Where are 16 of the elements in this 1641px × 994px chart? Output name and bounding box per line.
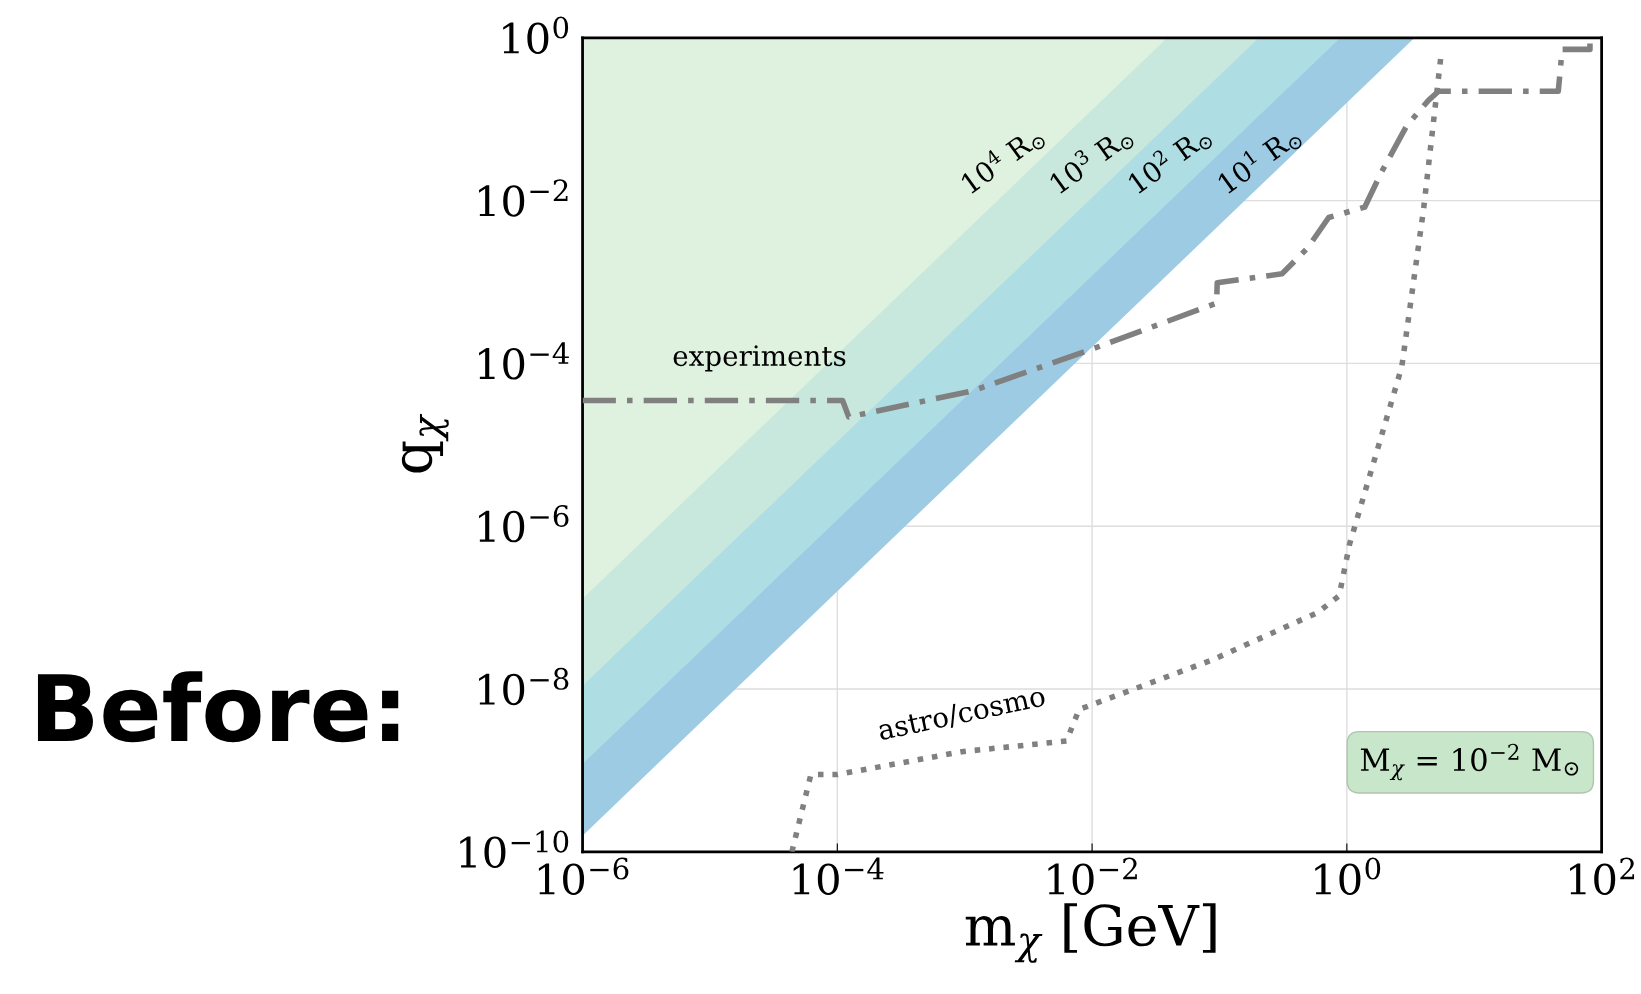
y-tick-label: 10$^{0}$ <box>503 16 569 54</box>
y-tick-label: 10$^{−8}$ <box>479 667 569 706</box>
annotation: experiments <box>673 345 846 372</box>
y-axis-title: q$_{χ}$ <box>401 413 449 473</box>
y-tick-label: 10$^{−4}$ <box>479 342 569 380</box>
x-tick-label: 10$^{0}$ <box>1315 857 1381 895</box>
y-tick-label: 10$^{−2}$ <box>479 179 568 217</box>
text: Before: <box>37 671 399 743</box>
y-tick-label: 10$^{−6}$ <box>479 504 569 543</box>
annotation: 10$^{1}$ R$_{⊙}$ <box>1214 121 1304 198</box>
annotation: M$_{χ}$ = 10$^{−2}$ M$_{⊙}$ <box>1360 743 1579 781</box>
annotation: 10$^{4}$ R$_{⊙}$ <box>957 121 1048 198</box>
x-tick-label: 10$^{2}$ <box>1570 857 1635 895</box>
x-tick-label: 10$^{−2}$ <box>1048 857 1137 895</box>
x-tick-label: 10$^{−4}$ <box>793 857 884 895</box>
x-axis-title: m$_{χ}$ [GeV] <box>965 903 1216 963</box>
